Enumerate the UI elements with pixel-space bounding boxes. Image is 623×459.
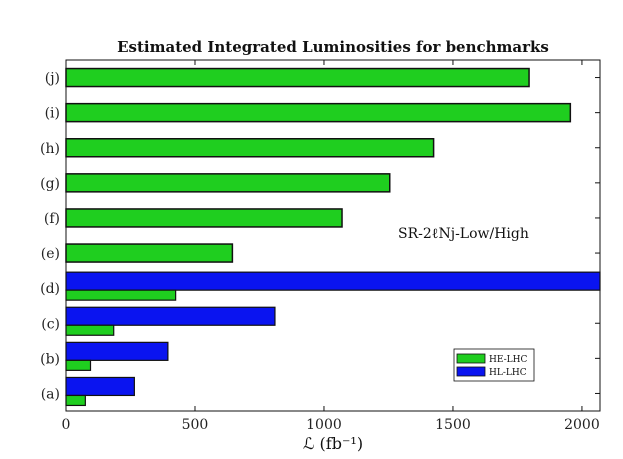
x-tick-label: 0	[62, 417, 71, 433]
legend-label-hl-lhc: HL-LHC	[489, 368, 527, 378]
bar-he-lhc	[65, 324, 115, 336]
y-tick-label: (b)	[40, 351, 60, 367]
bar-he-lhc	[65, 394, 86, 407]
y-tick-label: (i)	[45, 106, 60, 122]
bar-he-lhc	[65, 67, 530, 88]
y-tick-label: (g)	[40, 176, 60, 192]
y-tick-label: (h)	[40, 141, 60, 157]
y-tick-label: (c)	[41, 316, 60, 332]
x-tick-label: 2000	[564, 417, 600, 433]
bar-he-lhc	[65, 208, 343, 228]
bar-he-lhc	[65, 102, 572, 123]
legend: HE-LHC HL-LHC	[453, 348, 535, 382]
bar-hl-lhc	[65, 341, 169, 361]
bar-he-lhc	[65, 289, 177, 301]
y-tick-label: (e)	[41, 246, 60, 262]
y-tick-label: (d)	[40, 281, 60, 297]
bar-hl-lhc	[65, 376, 135, 397]
bar-he-lhc	[65, 138, 435, 158]
bar-hl-lhc	[65, 306, 276, 326]
region-annotation: SR-2ℓNj-Low/High	[398, 226, 529, 242]
plot-frame	[65, 59, 601, 412]
x-axis-label: ℒ (fb⁻¹)	[303, 434, 363, 453]
y-tick-label: (a)	[41, 386, 60, 402]
legend-label-he-lhc: HE-LHC	[489, 355, 527, 365]
x-tick-label: 500	[182, 417, 209, 433]
x-tick-label: 1000	[306, 417, 342, 433]
x-axis: 0 500 1000 1500 2000	[62, 60, 600, 433]
bar-he-lhc	[65, 243, 234, 263]
x-tick-label: 1500	[435, 417, 471, 433]
y-tick-label: (j)	[45, 71, 60, 87]
legend-swatch-hl-lhc	[456, 366, 486, 377]
bar-hl-lhc	[65, 271, 601, 291]
bar-he-lhc	[65, 359, 92, 371]
chart-title: Estimated Integrated Luminosities for be…	[117, 38, 549, 56]
legend-swatch-he-lhc	[456, 353, 486, 364]
y-tick-label: (f)	[44, 211, 60, 227]
bars-group	[65, 67, 601, 407]
bar-he-lhc	[65, 173, 391, 193]
